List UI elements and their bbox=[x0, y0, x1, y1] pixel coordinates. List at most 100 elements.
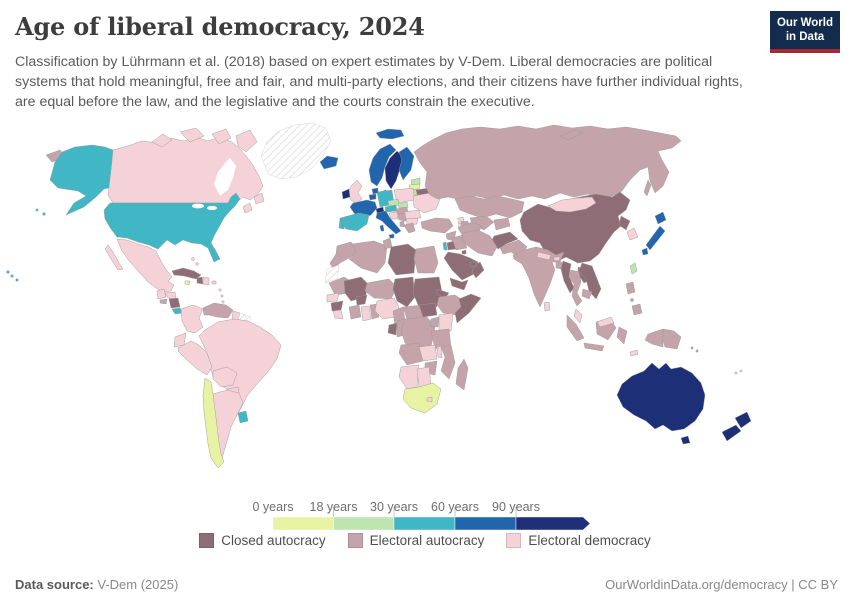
japan-kyushu[interactable] bbox=[641, 247, 649, 256]
indonesia-west-papua[interactable] bbox=[644, 328, 664, 348]
bahamas-island[interactable] bbox=[195, 262, 199, 266]
country-greece[interactable] bbox=[403, 222, 416, 234]
country-iran[interactable] bbox=[461, 229, 498, 257]
aleutian-island[interactable] bbox=[42, 212, 46, 216]
country-bolivia[interactable] bbox=[212, 366, 238, 388]
country-yemen[interactable] bbox=[449, 277, 469, 291]
country-iceland[interactable] bbox=[319, 155, 339, 170]
philippines-visayas[interactable] bbox=[630, 298, 634, 302]
fiji-island[interactable] bbox=[734, 371, 738, 375]
country-algeria[interactable] bbox=[348, 240, 388, 274]
bahamas-island[interactable] bbox=[191, 257, 195, 261]
country-spain[interactable] bbox=[340, 212, 370, 232]
country-puerto-rico[interactable] bbox=[211, 280, 217, 285]
country-dominican-republic[interactable] bbox=[202, 276, 210, 286]
legend-item-electoral-democracy[interactable]: Electoral democracy bbox=[506, 533, 651, 548]
country-bhutan[interactable] bbox=[553, 256, 561, 262]
country-australia[interactable] bbox=[616, 362, 706, 432]
indonesia-sumatra[interactable] bbox=[566, 314, 585, 342]
legend-item-closed-autocracy[interactable]: Closed autocracy bbox=[199, 533, 326, 548]
japan-hokkaido[interactable] bbox=[654, 211, 667, 225]
country-greenland[interactable] bbox=[260, 122, 332, 180]
country-haiti[interactable] bbox=[196, 276, 204, 285]
country-austria[interactable] bbox=[384, 204, 398, 213]
country-sierra-leone[interactable] bbox=[332, 309, 344, 320]
country-colombia[interactable] bbox=[180, 304, 204, 334]
country-jamaica[interactable] bbox=[184, 280, 191, 286]
country-burkina-faso[interactable] bbox=[355, 294, 368, 306]
sardinia-island[interactable] bbox=[379, 224, 385, 232]
country-egypt[interactable] bbox=[413, 245, 439, 274]
country-east-malaysia[interactable] bbox=[596, 316, 615, 328]
baffin-island[interactable] bbox=[235, 129, 258, 153]
country-mozambique[interactable] bbox=[440, 344, 456, 380]
arctic-island[interactable] bbox=[179, 127, 205, 143]
country-zambia[interactable] bbox=[418, 344, 438, 362]
legend-bin-0[interactable] bbox=[272, 516, 334, 531]
country-italy[interactable] bbox=[375, 210, 402, 235]
country-sri-lanka[interactable] bbox=[543, 301, 551, 312]
legend-bin-3[interactable] bbox=[454, 516, 517, 531]
country-thailand[interactable] bbox=[568, 269, 583, 307]
country-turkey[interactable] bbox=[420, 217, 454, 234]
country-western-sahara[interactable] bbox=[324, 264, 340, 284]
country-israel[interactable] bbox=[442, 241, 448, 251]
country-uganda[interactable] bbox=[429, 316, 440, 328]
country-libya[interactable] bbox=[387, 243, 417, 276]
country-svalbard[interactable] bbox=[375, 128, 405, 140]
country-kenya[interactable] bbox=[438, 312, 454, 332]
country-madagascar[interactable] bbox=[455, 358, 469, 391]
country-senegal[interactable] bbox=[326, 292, 340, 303]
country-lesotho[interactable] bbox=[426, 396, 433, 403]
hawaii-island[interactable] bbox=[6, 270, 10, 274]
solomon-island[interactable] bbox=[695, 349, 699, 353]
indonesia-java[interactable] bbox=[583, 342, 605, 352]
country-vietnam[interactable] bbox=[578, 262, 602, 300]
nz-north-island[interactable] bbox=[734, 411, 752, 429]
legend-bin-4[interactable] bbox=[515, 516, 591, 531]
footer-link[interactable]: OurWorldinData.org/democracy | CC BY bbox=[605, 577, 838, 592]
indonesia-sulawesi[interactable] bbox=[616, 326, 628, 345]
country-finland[interactable] bbox=[398, 146, 415, 181]
sakhalin-island[interactable] bbox=[643, 179, 652, 197]
japan-honshu[interactable] bbox=[645, 225, 666, 251]
country-malawi[interactable] bbox=[436, 345, 443, 359]
country-ghana[interactable] bbox=[360, 305, 372, 322]
legend-bin-1[interactable] bbox=[333, 516, 395, 531]
baja-california[interactable] bbox=[104, 244, 124, 271]
country-mongolia[interactable] bbox=[547, 196, 597, 213]
country-uae[interactable] bbox=[469, 261, 477, 268]
country-taiwan[interactable] bbox=[629, 262, 638, 275]
country-nepal[interactable] bbox=[536, 251, 552, 261]
country-cambodia[interactable] bbox=[581, 288, 593, 300]
hawaii-island[interactable] bbox=[15, 278, 19, 282]
country-kyrgyzstan[interactable] bbox=[493, 217, 511, 231]
country-india[interactable] bbox=[512, 246, 565, 308]
country-croatia[interactable] bbox=[388, 211, 399, 220]
country-honduras[interactable] bbox=[164, 291, 177, 300]
country-portugal[interactable] bbox=[338, 216, 346, 230]
country-gabon[interactable] bbox=[387, 322, 398, 336]
country-north-korea[interactable] bbox=[618, 215, 631, 231]
nz-south-island[interactable] bbox=[721, 424, 742, 442]
country-alaska[interactable] bbox=[49, 144, 114, 216]
country-ivory-coast[interactable] bbox=[348, 304, 362, 320]
country-somalia[interactable] bbox=[454, 293, 482, 324]
country-slovakia[interactable] bbox=[397, 201, 409, 209]
philippines-luzon[interactable] bbox=[625, 281, 636, 295]
country-netherlands[interactable] bbox=[371, 187, 379, 195]
country-papua-new-guinea[interactable] bbox=[662, 328, 682, 350]
antilles-island[interactable] bbox=[220, 294, 224, 298]
antilles-island[interactable] bbox=[218, 288, 222, 292]
country-south-africa[interactable] bbox=[402, 382, 442, 414]
country-serbia[interactable] bbox=[397, 212, 407, 222]
country-kuwait[interactable] bbox=[461, 249, 467, 255]
country-venezuela[interactable] bbox=[202, 302, 234, 319]
legend-bin-2[interactable] bbox=[393, 516, 456, 531]
country-ireland[interactable] bbox=[341, 188, 351, 200]
country-namibia[interactable] bbox=[398, 364, 420, 390]
country-malaysia[interactable] bbox=[573, 308, 583, 324]
country-angola[interactable] bbox=[398, 342, 424, 366]
hawaii-island[interactable] bbox=[10, 274, 14, 278]
antilles-island[interactable] bbox=[221, 300, 225, 304]
